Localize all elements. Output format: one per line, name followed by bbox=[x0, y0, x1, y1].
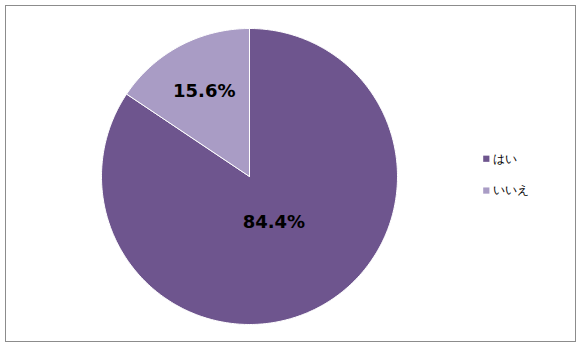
svg-text:84.4%: 84.4% bbox=[243, 211, 305, 232]
svg-text:いいえ: いいえ bbox=[493, 183, 529, 197]
svg-text:15.6%: 15.6% bbox=[173, 80, 235, 101]
svg-text:はい: はい bbox=[493, 152, 517, 166]
